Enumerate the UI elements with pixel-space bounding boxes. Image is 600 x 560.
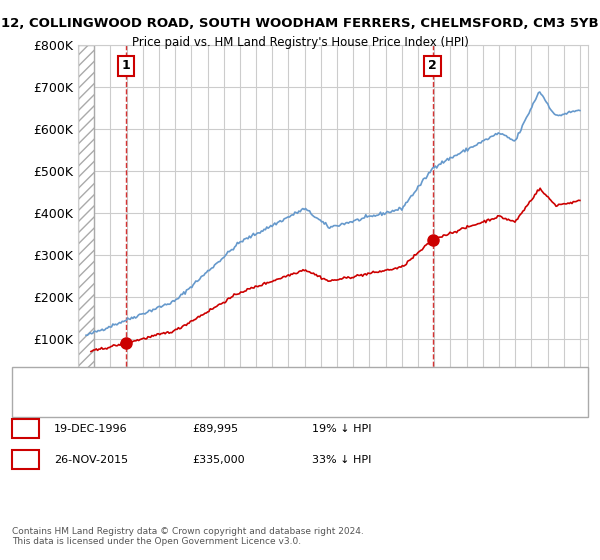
- Text: 19-DEC-1996: 19-DEC-1996: [54, 424, 128, 434]
- Text: Contains HM Land Registry data © Crown copyright and database right 2024.
This d: Contains HM Land Registry data © Crown c…: [12, 526, 364, 546]
- Text: £89,995: £89,995: [192, 424, 238, 434]
- Text: 2: 2: [21, 453, 30, 466]
- Text: £335,000: £335,000: [192, 455, 245, 465]
- Bar: [78, 45, 94, 381]
- Text: Price paid vs. HM Land Registry's House Price Index (HPI): Price paid vs. HM Land Registry's House …: [131, 36, 469, 49]
- Text: 26-NOV-2015: 26-NOV-2015: [54, 455, 128, 465]
- Text: 12, COLLINGWOOD ROAD, SOUTH WOODHAM FERRERS, CHELMSFORD, CM3 5YB (detach: 12, COLLINGWOOD ROAD, SOUTH WOODHAM FERR…: [54, 376, 518, 386]
- Text: HPI: Average price, detached house, Chelmsford: HPI: Average price, detached house, Chel…: [54, 398, 307, 408]
- Text: 2: 2: [428, 59, 437, 72]
- Text: 1: 1: [21, 422, 30, 436]
- Text: 33% ↓ HPI: 33% ↓ HPI: [312, 455, 371, 465]
- Text: 1: 1: [122, 59, 130, 72]
- Text: 12, COLLINGWOOD ROAD, SOUTH WOODHAM FERRERS, CHELMSFORD, CM3 5YB: 12, COLLINGWOOD ROAD, SOUTH WOODHAM FERR…: [1, 17, 599, 30]
- Text: 19% ↓ HPI: 19% ↓ HPI: [312, 424, 371, 434]
